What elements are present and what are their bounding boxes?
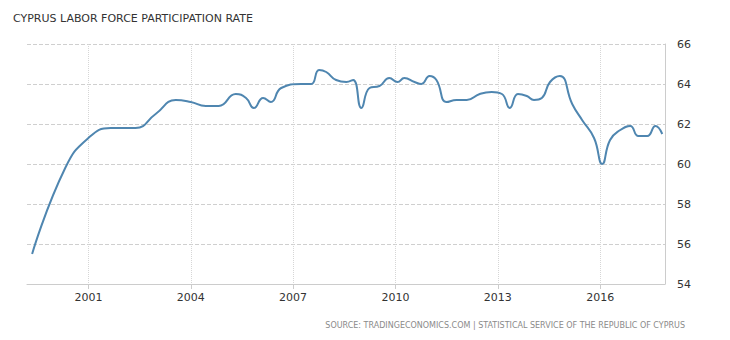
svg-text:SOURCE: TRADINGECONOMICS.COM |: SOURCE: TRADINGECONOMICS.COM | STATISTIC… xyxy=(325,321,685,330)
svg-text:60: 60 xyxy=(677,158,691,171)
svg-text:66: 66 xyxy=(677,38,691,51)
svg-text:62: 62 xyxy=(677,118,691,131)
svg-text:2004: 2004 xyxy=(177,291,205,304)
svg-text:64: 64 xyxy=(677,78,691,91)
svg-text:2016: 2016 xyxy=(586,291,614,304)
svg-text:2010: 2010 xyxy=(381,291,409,304)
svg-text:2001: 2001 xyxy=(74,291,102,304)
svg-text:54: 54 xyxy=(677,278,691,291)
svg-text:2013: 2013 xyxy=(484,291,512,304)
svg-text:56: 56 xyxy=(677,238,691,251)
svg-text:CYPRUS LABOR FORCE PARTICIPATI: CYPRUS LABOR FORCE PARTICIPATION RATE xyxy=(13,12,253,25)
svg-text:2007: 2007 xyxy=(279,291,307,304)
svg-text:58: 58 xyxy=(677,198,691,211)
